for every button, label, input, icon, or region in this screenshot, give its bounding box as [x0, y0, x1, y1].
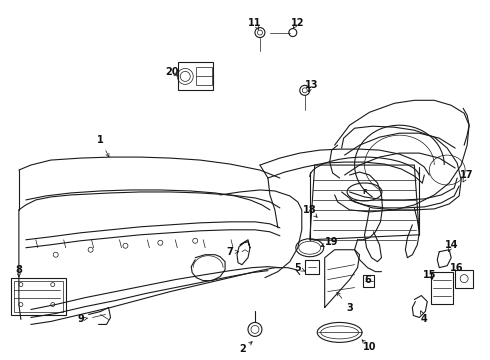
Text: 15: 15: [422, 270, 436, 280]
Ellipse shape: [347, 183, 382, 201]
Text: 17: 17: [461, 170, 474, 180]
Text: 1: 1: [97, 135, 104, 145]
Text: 19: 19: [325, 237, 339, 247]
Text: 3: 3: [346, 302, 353, 312]
Text: 13: 13: [305, 80, 318, 90]
Text: 12: 12: [291, 18, 305, 28]
Text: 4: 4: [421, 314, 428, 324]
Bar: [178, 62, 213, 90]
Text: 8: 8: [16, 265, 23, 275]
Bar: [431, 272, 453, 303]
Text: 11: 11: [248, 18, 262, 28]
Bar: [196, 67, 212, 85]
Text: 20: 20: [166, 67, 179, 77]
Text: 2: 2: [240, 345, 246, 354]
Text: 14: 14: [444, 240, 458, 250]
Text: 7: 7: [227, 247, 233, 257]
Text: 9: 9: [77, 314, 84, 324]
Bar: [363, 275, 374, 287]
Text: 18: 18: [303, 205, 317, 215]
Text: F: F: [362, 189, 367, 195]
Bar: [455, 270, 473, 288]
Bar: [14, 280, 63, 312]
Text: 16: 16: [450, 263, 464, 273]
Bar: [11, 278, 66, 315]
Text: 5: 5: [294, 263, 301, 273]
Text: 10: 10: [363, 342, 376, 352]
Text: 6: 6: [364, 275, 371, 285]
Bar: [305, 260, 318, 274]
